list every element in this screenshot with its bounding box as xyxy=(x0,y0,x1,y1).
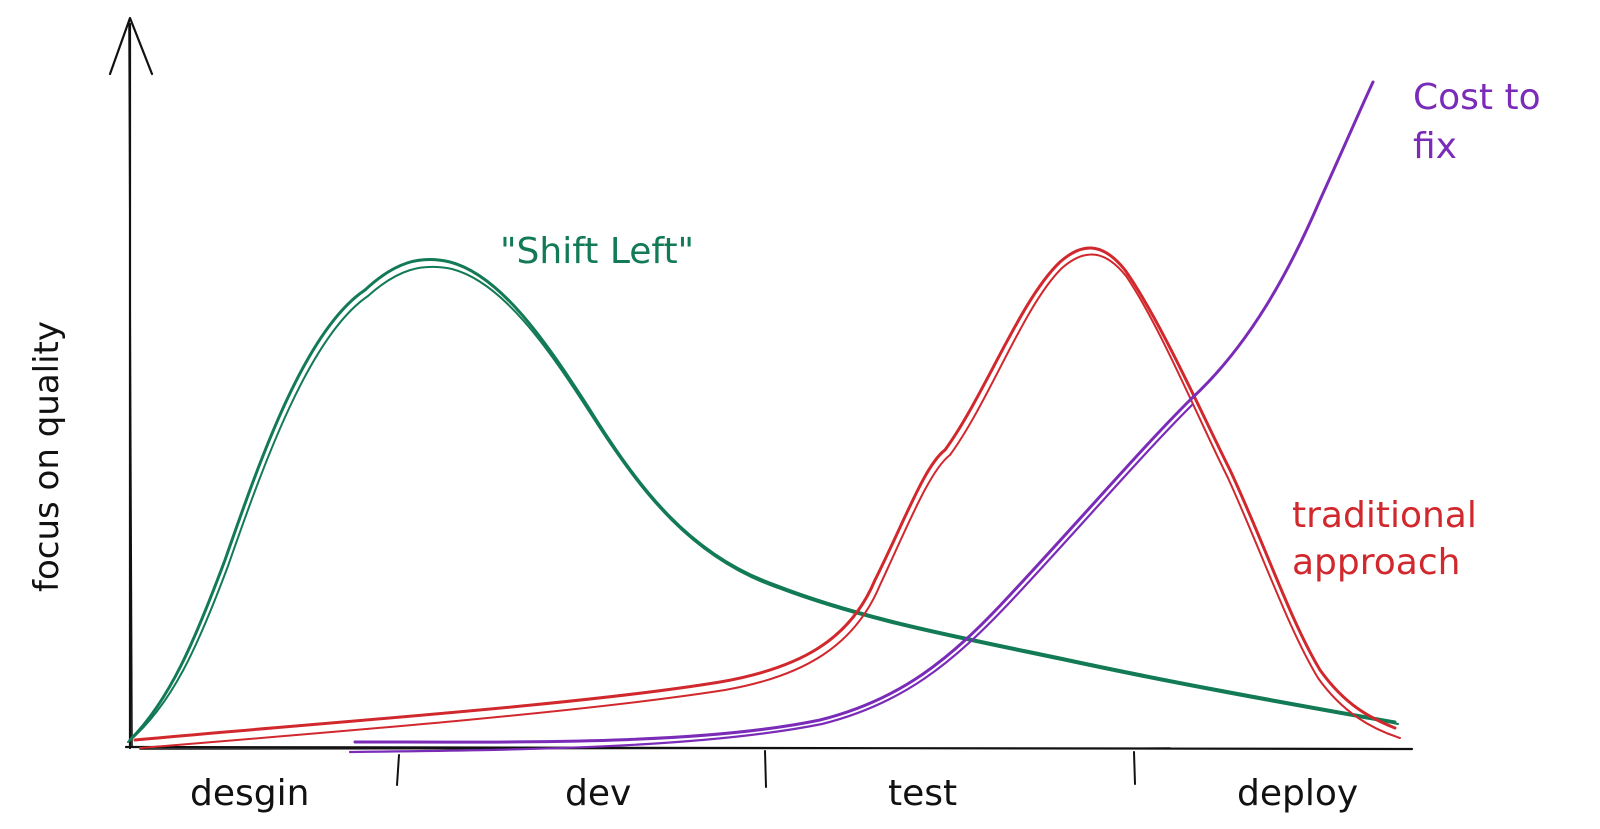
phase-labels: desgin dev test deploy xyxy=(190,773,1358,814)
traditional-label-line1: traditional xyxy=(1292,495,1477,536)
phase-label-test: test xyxy=(888,773,957,814)
y-axis-arrow-icon xyxy=(108,16,154,76)
y-axis-label: focus on quality xyxy=(27,321,67,592)
traditional-label-line2: approach xyxy=(1292,542,1460,583)
phase-divider-2 xyxy=(764,750,767,788)
cost-to-fix-curve xyxy=(348,80,1375,754)
shift-left-label: "Shift Left" xyxy=(500,231,694,272)
phase-label-design: desgin xyxy=(190,773,309,814)
phase-divider-3 xyxy=(1133,751,1136,785)
traditional-curve xyxy=(133,246,1401,749)
cost-to-fix-label-line2: fix xyxy=(1413,126,1457,167)
traditional-curve-stroke-2 xyxy=(139,253,1401,749)
axes xyxy=(108,16,1414,788)
cost-to-fix-curve-stroke-2 xyxy=(348,403,1194,754)
x-axis-line-sketch xyxy=(139,747,1171,750)
shift-left-curve-stroke-1 xyxy=(128,258,1397,742)
cost-to-fix-label-line1: Cost to xyxy=(1413,77,1541,118)
y-axis-line-sketch xyxy=(128,19,133,747)
phase-divider-1 xyxy=(396,754,400,786)
phase-label-deploy: deploy xyxy=(1237,773,1358,814)
shift-left-curve-stroke-2 xyxy=(127,265,1399,743)
cost-to-fix-curve-stroke-1 xyxy=(353,80,1375,744)
traditional-curve-stroke-1 xyxy=(133,246,1397,742)
shift-left-curve xyxy=(127,258,1399,743)
phase-label-dev: dev xyxy=(565,773,631,814)
